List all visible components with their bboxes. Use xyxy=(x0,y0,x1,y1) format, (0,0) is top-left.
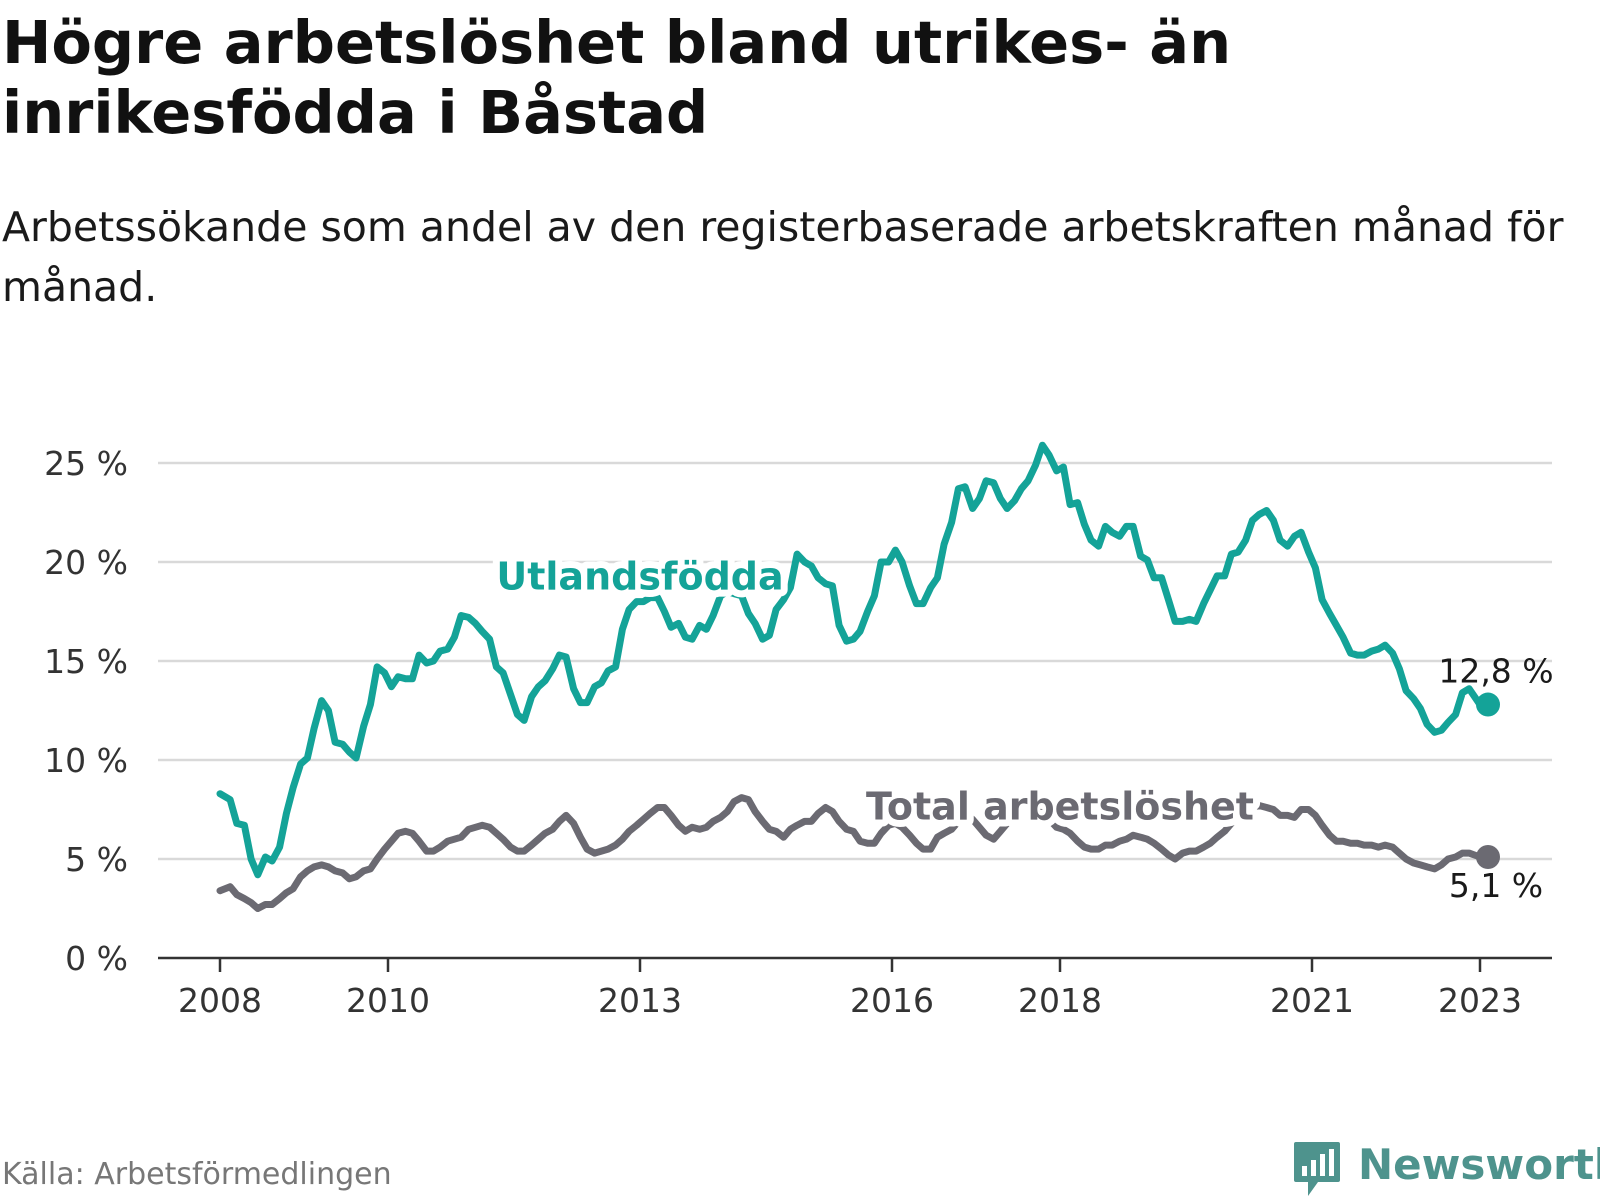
x-axis-ticks: 2008 2010 2013 2016 2018 2021 2023 xyxy=(178,958,1522,1020)
end-value-label: 12,8 % xyxy=(1438,652,1553,691)
series-line-total xyxy=(216,794,1484,912)
line-chart: 0 %5 %10 %15 %20 %25 % 2008 2010 2013 2016 2… xyxy=(44,441,1554,1020)
y-tick-label: 20 % xyxy=(44,543,128,582)
series-label-halo: Utlandsfödda xyxy=(496,555,783,599)
series-line-foreign xyxy=(216,441,1484,879)
newsworthy-logo-icon xyxy=(1294,1142,1340,1196)
end-value-label: 5,1 % xyxy=(1449,866,1543,905)
x-tick-label: 2010 xyxy=(346,981,430,1020)
chart-subtitle: Arbetssökande som andel av den registerb… xyxy=(2,203,1564,311)
y-axis-ticks: 0 % 5 % 10 % 15 % 20 % 25 % xyxy=(44,444,128,978)
series-label-foreign: Utlandsfödda xyxy=(496,555,783,599)
end-point-foreign xyxy=(1476,692,1500,717)
y-tick-label: 10 % xyxy=(44,741,128,780)
x-tick-label: 2018 xyxy=(1018,981,1102,1020)
x-tick-label: 2016 xyxy=(850,981,934,1020)
source-note: Källa: Arbetsförmedlingen xyxy=(2,1157,392,1192)
series-lines xyxy=(216,441,1484,912)
x-tick-label: 2013 xyxy=(598,981,682,1020)
series-label-halo: Total arbetslöshet xyxy=(866,784,1254,828)
x-tick-label: 2008 xyxy=(178,981,262,1020)
end-point-total xyxy=(1476,845,1500,870)
brand-name: Newsworthy xyxy=(1358,1140,1600,1189)
series-label-total: Total arbetslöshet xyxy=(866,784,1254,828)
y-tick-label: 25 % xyxy=(44,444,128,483)
y-tick-label: 5 % xyxy=(65,840,128,879)
x-tick-label: 2023 xyxy=(1438,981,1522,1020)
chart-title: Högre arbetslöshet bland utrikes- än inr… xyxy=(2,8,1232,147)
end-points: 12,8 % 5,1 % xyxy=(1438,652,1553,905)
x-tick-label: 2021 xyxy=(1270,981,1354,1020)
y-tick-label: 15 % xyxy=(44,642,128,681)
y-tick-label: 0 % xyxy=(65,939,128,978)
gridlines xyxy=(158,461,1552,960)
